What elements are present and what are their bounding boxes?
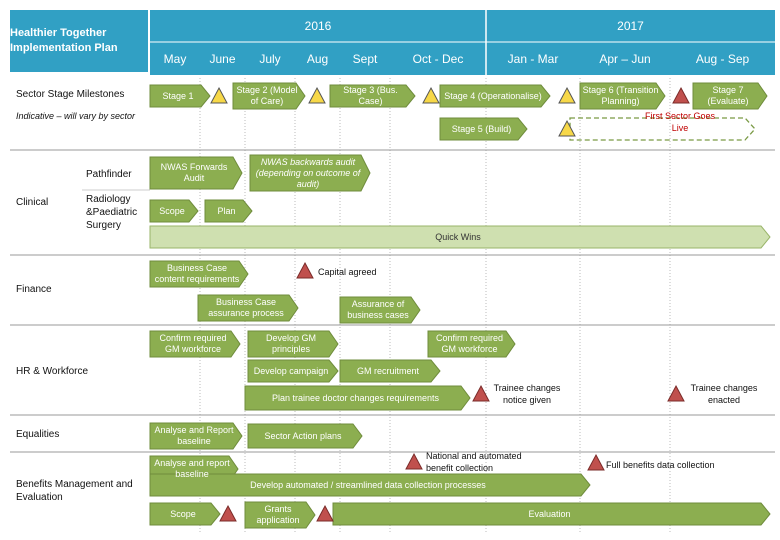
period-label: July bbox=[259, 51, 281, 66]
activity-label: Develop automated / streamlined data col… bbox=[250, 479, 486, 490]
milestone-marker bbox=[316, 504, 334, 522]
milestone-marker bbox=[296, 261, 314, 279]
activity-label: Grants application bbox=[256, 504, 300, 525]
activity-arrow bbox=[149, 502, 221, 526]
milestone-marker bbox=[472, 384, 490, 402]
period-label: Sept bbox=[352, 51, 378, 66]
activity-label: Stage 3 (Bus. Case) bbox=[343, 85, 398, 106]
milestone-marker bbox=[422, 86, 440, 104]
activity-label: Stage 6 (Transition Planning) bbox=[582, 85, 659, 106]
title-box bbox=[10, 10, 148, 72]
milestone-marker bbox=[308, 86, 326, 104]
milestone-marker bbox=[558, 119, 576, 137]
activity-arrow bbox=[247, 330, 339, 358]
period-label: Apr – Jun bbox=[599, 51, 651, 66]
activity-label: NWAS backwards audit (depending on outco… bbox=[255, 156, 361, 189]
row-label: Benefits Management and Evaluation bbox=[16, 479, 133, 503]
activity-label: Scope bbox=[159, 205, 185, 216]
activity-label: Assurance of business cases bbox=[347, 299, 409, 320]
activity-label: Confirm required GM workforce bbox=[435, 333, 504, 354]
activity-arrow bbox=[232, 82, 306, 110]
activity-label: Stage 2 (Model of Care) bbox=[236, 85, 298, 106]
milestone-marker bbox=[667, 384, 685, 402]
activity-arrow bbox=[244, 385, 471, 411]
year-label: 2017 bbox=[617, 19, 644, 33]
activity-label: GM recruitment bbox=[356, 365, 419, 376]
activity-arrow bbox=[149, 422, 243, 450]
activity-label: Confirm required GM workforce bbox=[159, 333, 227, 354]
row-label: Finance bbox=[16, 284, 52, 295]
activity-arrow bbox=[149, 84, 211, 108]
milestone-label: Trainee changes enacted bbox=[690, 383, 758, 405]
activity-arrow bbox=[149, 225, 771, 249]
milestone-label: National and automated benefit collectio… bbox=[426, 451, 522, 473]
activity-arrow bbox=[439, 84, 551, 108]
activity-label: Stage 4 (Operationalise) bbox=[444, 90, 542, 101]
activity-label: Business Case content requirements bbox=[154, 263, 240, 284]
activity-label: NWAS Forwards Audit bbox=[160, 162, 228, 183]
activity-label: Sector Action plans bbox=[264, 430, 342, 441]
activity-arrow bbox=[149, 473, 591, 497]
row-label: Pathfinder bbox=[86, 169, 132, 180]
period-label: Aug - Sep bbox=[695, 51, 750, 66]
period-label: June bbox=[209, 51, 236, 66]
activity-arrow bbox=[149, 260, 249, 288]
period-label: May bbox=[163, 51, 187, 66]
row-label: Equalities bbox=[16, 429, 60, 440]
activity-label: Stage 5 (Build) bbox=[451, 123, 512, 134]
activity-arrow bbox=[247, 359, 339, 383]
row-label: Clinical bbox=[16, 197, 49, 208]
activity-label: Plan bbox=[217, 205, 236, 216]
activity-arrow bbox=[339, 296, 421, 324]
milestone-marker bbox=[405, 452, 423, 470]
milestone-marker bbox=[558, 86, 576, 104]
activity-arrow bbox=[197, 294, 299, 322]
activity-label: Analyse and Report baseline bbox=[154, 425, 234, 446]
milestone-marker bbox=[672, 86, 690, 104]
activity-arrow bbox=[247, 423, 363, 449]
milestone-label: First Sector Goes Live bbox=[644, 111, 716, 133]
activity-arrow bbox=[249, 154, 371, 192]
activity-label: Plan trainee doctor changes requirements bbox=[271, 392, 440, 403]
activity-arrow bbox=[692, 82, 768, 110]
year-label: 2016 bbox=[304, 19, 332, 33]
activity-arrow bbox=[329, 84, 416, 108]
period-label: Aug bbox=[306, 51, 329, 66]
activity-arrow bbox=[427, 330, 516, 358]
activity-label: Stage 7 (Evaluate) bbox=[707, 85, 749, 106]
row-label: Sector Stage Milestones bbox=[16, 89, 125, 100]
row-label: Radiology &Paediatric Surgery bbox=[86, 194, 138, 231]
activity-arrow bbox=[149, 199, 199, 223]
milestone-marker bbox=[210, 86, 228, 104]
milestone-marker bbox=[587, 453, 605, 471]
activity-arrow bbox=[204, 199, 253, 223]
milestone-label: Full benefits data collection bbox=[606, 460, 715, 470]
activity-label: Stage 1 bbox=[162, 90, 194, 101]
planned-arrow bbox=[569, 117, 756, 141]
activity-arrow bbox=[244, 501, 316, 529]
milestone-marker bbox=[219, 504, 237, 522]
activity-label: Analyse and report baseline bbox=[154, 458, 230, 479]
activity-label: Quick Wins bbox=[435, 231, 481, 242]
activity-label: Develop GM principles bbox=[265, 333, 317, 354]
activity-arrow bbox=[149, 156, 243, 190]
activity-label: Business Case assurance process bbox=[208, 297, 284, 318]
activity-label: Scope bbox=[170, 508, 196, 519]
activity-arrow bbox=[339, 359, 441, 383]
activity-label: Develop campaign bbox=[253, 365, 329, 376]
milestone-label: Capital agreed bbox=[318, 267, 377, 277]
period-label: Jan - Mar bbox=[507, 51, 559, 66]
milestone-label: Trainee changes notice given bbox=[493, 383, 561, 405]
activity-label: Evaluation bbox=[528, 508, 571, 519]
activity-arrow bbox=[579, 82, 666, 110]
activity-arrow bbox=[149, 330, 241, 358]
period-label: Oct - Dec bbox=[412, 51, 464, 66]
activity-arrow bbox=[439, 117, 528, 141]
row-label: Indicative – will vary by sector bbox=[16, 111, 136, 121]
plan-title: Healthier Together Implementation Plan bbox=[10, 27, 118, 54]
row-label: HR & Workforce bbox=[16, 366, 89, 377]
